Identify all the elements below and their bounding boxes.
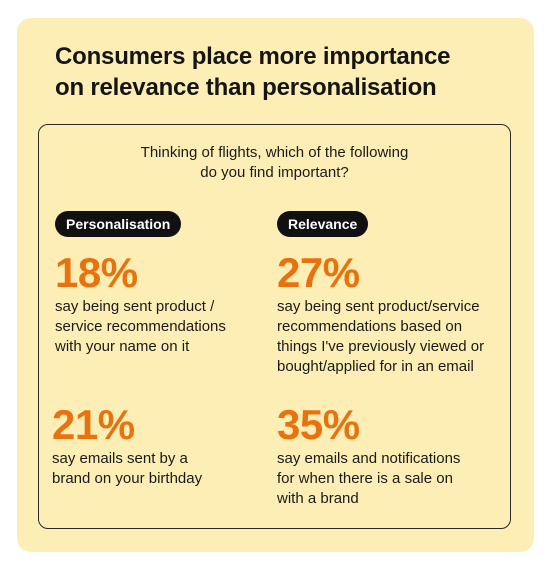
- stat-description-line: with a brand: [277, 490, 359, 507]
- question-line-1: Thinking of flights, which of the follow…: [140, 144, 409, 161]
- stat-percent: 27%: [277, 249, 360, 296]
- survey-panel: Thinking of flights, which of the follow…: [38, 124, 511, 529]
- stat-description-line: bought/applied for in an email: [277, 358, 474, 375]
- personalisation-stat-birthday: 21% say emails sent by a brand on your b…: [52, 403, 262, 489]
- stat-description-line: recommendations based on: [277, 318, 463, 335]
- relevance-badge: Relevance: [277, 211, 369, 237]
- stat-description-line: say being sent product/service: [277, 298, 480, 315]
- relevance-stat-history: 27% say being sent product/service recom…: [277, 251, 507, 377]
- question-line-2: do you find important?: [200, 164, 349, 181]
- stat-description-line: say being sent product /: [55, 298, 215, 315]
- stat-percent: 35%: [277, 401, 360, 448]
- stat-description: say being sent product / service recomme…: [55, 297, 265, 357]
- stat-description: say emails sent by a brand on your birth…: [52, 449, 262, 489]
- personalisation-stat-name: 18% say being sent product / service rec…: [55, 251, 265, 357]
- infographic-card: Consumers place more importance on relev…: [17, 18, 534, 552]
- stat-description: say emails and notifications for when th…: [277, 449, 507, 509]
- stat-description-line: for when there is a sale on: [277, 470, 453, 487]
- stat-description-line: say emails and notifications: [277, 450, 461, 467]
- stat-description: say being sent product/service recommend…: [277, 297, 507, 377]
- stat-description-line: with your name on it: [55, 338, 190, 355]
- stat-percent: 21%: [52, 401, 135, 448]
- relevance-stat-sale: 35% say emails and notifications for whe…: [277, 403, 507, 509]
- stat-description-line: things I've previously viewed or: [277, 338, 485, 355]
- personalisation-badge: Personalisation: [55, 211, 182, 237]
- headline-line-2: on relevance than personalisation: [55, 74, 437, 101]
- stat-description-line: say emails sent by a: [52, 450, 188, 467]
- survey-question: Thinking of flights, which of the follow…: [39, 143, 510, 183]
- stat-description-line: brand on your birthday: [52, 470, 203, 487]
- stat-description-line: service recommendations: [55, 318, 226, 335]
- stat-percent: 18%: [55, 249, 138, 296]
- headline: Consumers place more importance on relev…: [55, 41, 515, 103]
- headline-line-1: Consumers place more importance: [55, 43, 451, 70]
